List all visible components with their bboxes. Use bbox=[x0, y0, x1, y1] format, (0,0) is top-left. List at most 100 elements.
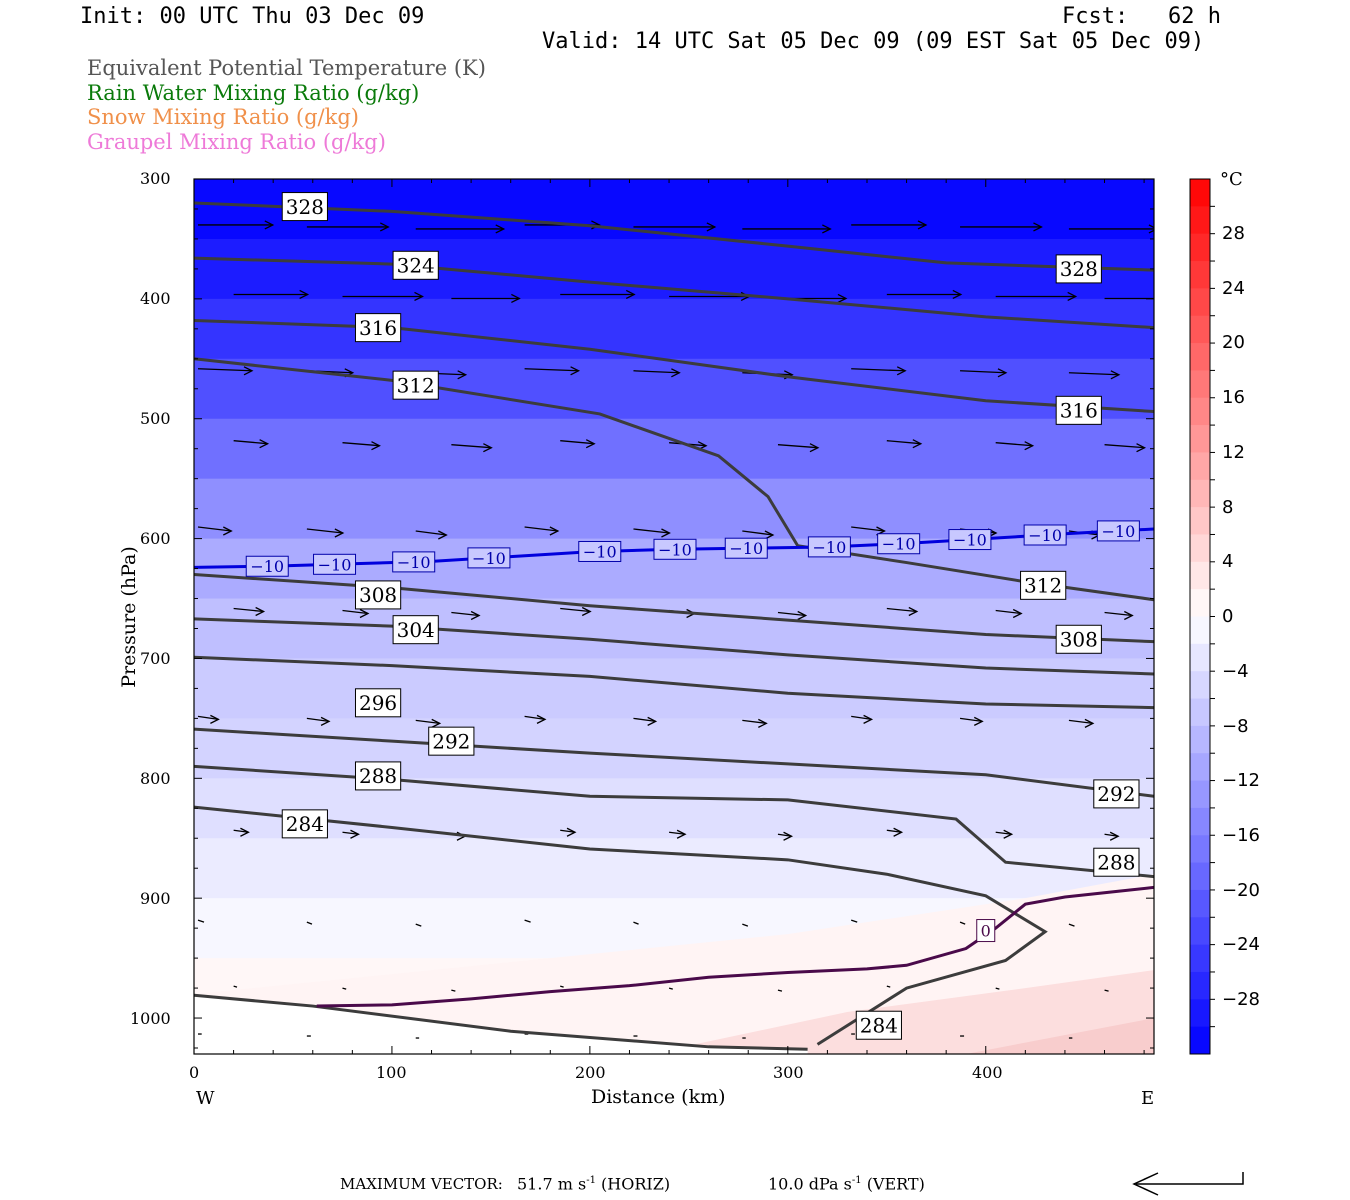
isotherm-minus10-label-box bbox=[807, 536, 851, 558]
y-tick-400: 400 bbox=[140, 289, 171, 308]
wind-vector bbox=[306, 921, 313, 925]
wind-vector bbox=[524, 715, 546, 721]
wind-vector bbox=[524, 526, 558, 532]
wind-vector-head bbox=[566, 827, 577, 837]
wind-vector bbox=[669, 831, 686, 835]
isotherm-minus10-label-box bbox=[724, 537, 768, 559]
wind-vector bbox=[415, 923, 422, 927]
wind-vector-head bbox=[758, 718, 768, 728]
wind-vector bbox=[306, 717, 330, 723]
colorbar-swatch bbox=[1190, 807, 1210, 836]
wind-vector bbox=[995, 442, 1033, 447]
wind-vector bbox=[1104, 833, 1119, 837]
x-end-label-east: E bbox=[1141, 1088, 1155, 1109]
theta-e-label: 284 bbox=[860, 1013, 898, 1037]
colorbar-swatch bbox=[1190, 261, 1210, 289]
wind-vector bbox=[560, 440, 595, 445]
isotherm-zero-line bbox=[316, 885, 1154, 1008]
legend-snow: Snow Mixing Ratio (g/kg) bbox=[87, 105, 359, 129]
wind-vector bbox=[851, 526, 885, 532]
wind-vector-head bbox=[264, 220, 275, 230]
colorbar-label: −12 bbox=[1222, 770, 1260, 791]
theta-e-label-box bbox=[1093, 779, 1140, 809]
wind-vector-head bbox=[255, 606, 266, 617]
wind-vector-head bbox=[1003, 829, 1014, 839]
wind-vector bbox=[451, 989, 456, 992]
wind-vector-head bbox=[952, 289, 963, 300]
wind-vector-head bbox=[1024, 441, 1035, 451]
theta-e-label: 292 bbox=[432, 729, 470, 753]
colorbar-swatch bbox=[1190, 725, 1210, 754]
wind-vector bbox=[886, 985, 891, 988]
theta-e-line-296 bbox=[194, 655, 1154, 710]
shading-band bbox=[194, 418, 1154, 480]
plot-frame bbox=[193, 178, 1155, 1055]
colorbar-swatch bbox=[1190, 397, 1210, 426]
theta-e-line-284 bbox=[194, 805, 1048, 1046]
wind-vector bbox=[342, 442, 380, 447]
colorbar-label: −28 bbox=[1222, 989, 1260, 1010]
theta-e-label-box bbox=[1020, 570, 1067, 600]
max-vector-horiz: 51.7 m s-1 (HORIZ) bbox=[517, 1174, 671, 1194]
theta-e-label: 296 bbox=[359, 691, 397, 715]
theta-e-label-box bbox=[354, 580, 402, 610]
isotherm-minus10-label: −10 bbox=[812, 538, 846, 557]
wind-vector bbox=[886, 829, 902, 833]
wind-vector bbox=[1068, 923, 1075, 927]
wind-vector-head bbox=[1110, 370, 1121, 380]
wind-vector-head bbox=[647, 716, 658, 726]
wind-vector-head bbox=[676, 829, 687, 839]
wind-vector bbox=[451, 444, 492, 449]
wind-vector bbox=[851, 715, 872, 721]
colorbar-label: 0 bbox=[1222, 606, 1234, 627]
colorbar-swatch bbox=[1190, 206, 1210, 235]
theta-e-label: 328 bbox=[1060, 257, 1098, 281]
ref-arrow-shaft bbox=[1136, 1172, 1244, 1185]
y-tick-900: 900 bbox=[140, 889, 171, 908]
wind-vector bbox=[633, 370, 680, 374]
theta-e-line-292 bbox=[194, 727, 1154, 798]
theta-e-label-box bbox=[354, 688, 402, 718]
isotherm-zero-label-box bbox=[976, 919, 996, 943]
wind-vector-head bbox=[585, 439, 596, 449]
wind-vector-head bbox=[210, 714, 220, 724]
isotherm-minus10-label: −10 bbox=[729, 539, 763, 558]
isotherm-minus10-label-box bbox=[877, 533, 921, 555]
y-tick-500: 500 bbox=[140, 409, 171, 428]
wind-vector-head bbox=[1148, 224, 1154, 234]
theta-e-label: 312 bbox=[397, 373, 435, 397]
wind-vector bbox=[633, 921, 639, 925]
wind-vector-head bbox=[259, 439, 270, 449]
wind-vector bbox=[777, 833, 792, 837]
isotherm-minus10-label-box bbox=[1023, 524, 1067, 546]
shading-band bbox=[194, 778, 1154, 840]
isotherm-minus10-label-box bbox=[392, 551, 436, 573]
wind-vector bbox=[959, 921, 966, 925]
wind-vector bbox=[1068, 372, 1119, 376]
theta-e-label-box bbox=[281, 809, 328, 839]
shading-band bbox=[194, 238, 1154, 300]
wind-vector-head bbox=[223, 526, 233, 536]
y-tick-700: 700 bbox=[140, 649, 171, 668]
max-vector-vert: 10.0 dPa s-1 (VERT) bbox=[768, 1174, 925, 1194]
wind-vector-head bbox=[570, 366, 581, 376]
colorbar-swatch bbox=[1190, 616, 1210, 645]
colorbar-label: 28 bbox=[1222, 223, 1245, 244]
theta-e-label-box bbox=[1055, 254, 1102, 284]
shading-band bbox=[194, 478, 1154, 540]
shading-band bbox=[194, 838, 1154, 900]
wind-vector-head bbox=[764, 530, 775, 540]
colorbar-swatch bbox=[1190, 889, 1210, 918]
wind-vector bbox=[995, 831, 1012, 835]
wind-vector bbox=[777, 611, 806, 617]
wind-vector-head bbox=[470, 610, 481, 621]
wind-vector bbox=[1068, 719, 1094, 725]
isotherm-minus10-label-box bbox=[948, 529, 992, 551]
wind-vector bbox=[959, 717, 983, 723]
wind-vector bbox=[742, 530, 774, 536]
max-vector-label: MAXIMUM VECTOR: bbox=[340, 1175, 503, 1193]
wind-vector-head bbox=[1124, 610, 1134, 621]
wind-vector bbox=[850, 919, 858, 923]
colorbar-swatch bbox=[1190, 589, 1210, 617]
wind-vector-head bbox=[438, 530, 448, 540]
